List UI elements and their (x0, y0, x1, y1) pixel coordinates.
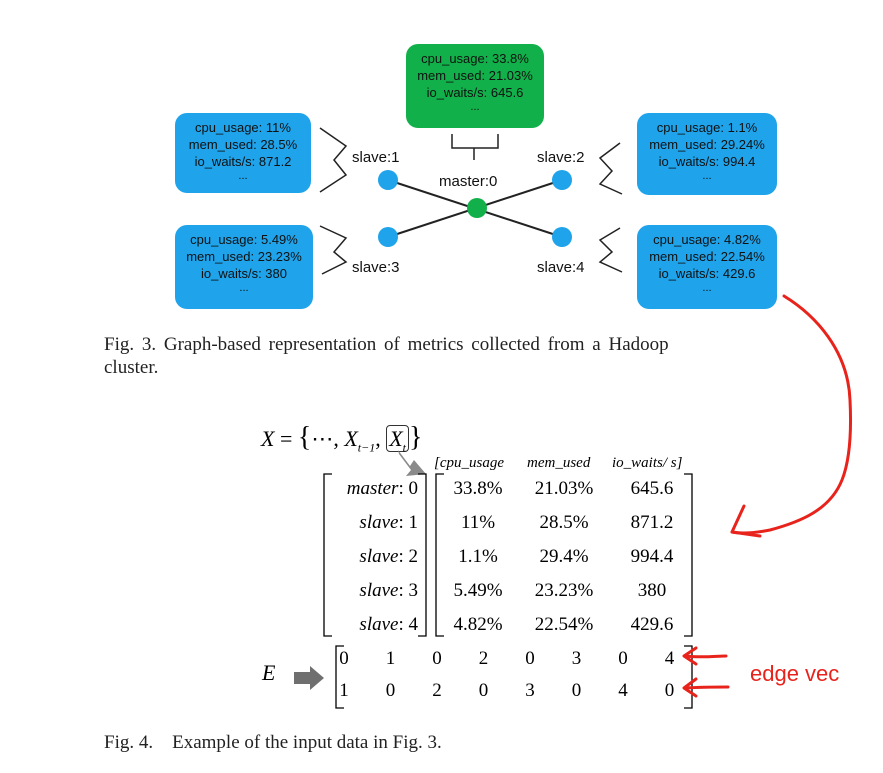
label-master: master:0 (439, 173, 498, 190)
matrix-brackets (323, 473, 693, 709)
slave2-io: io_waits/s: 994.4 (658, 154, 756, 169)
slave3-more: ... (239, 282, 249, 294)
e-symbol: E (262, 660, 276, 685)
cell-io: 645.6 (630, 478, 674, 499)
label-slave-3: slave:3 (352, 259, 400, 276)
cell-cpu: 1.1% (458, 546, 498, 567)
slave1-io: io_waits/s: 871.2 (194, 154, 292, 169)
cell-cpu: 5.49% (453, 580, 503, 601)
col-header-io: io_waits/ s] (612, 455, 683, 471)
fig3-caption-line1: Fig. 3. Graph-based representation of me… (104, 334, 669, 355)
x-comma: , (375, 426, 381, 451)
slave2-mem: mem_used: 29.24% (649, 137, 765, 152)
x-t-minus-1-sub: t−1 (357, 440, 376, 455)
row-label: slave: 2 (359, 546, 418, 567)
slave2-more: ... (702, 170, 712, 182)
x-equation: X = {⋯, Xt−1, Xt} (261, 422, 422, 455)
slave3-io: io_waits/s: 380 (201, 266, 287, 281)
x-dots: ⋯, (311, 426, 339, 451)
red-curve-arrow (730, 294, 853, 538)
edge-cell: 4 (664, 648, 675, 669)
edge-cell: 0 (432, 648, 442, 669)
slave4-io: io_waits/s: 429.6 (658, 266, 756, 281)
x-symbol: X (261, 426, 275, 451)
cell-io: 871.2 (630, 512, 674, 533)
slave3-cpu: cpu_usage: 5.49% (190, 232, 298, 247)
slave3-metrics-box: cpu_usage: 5.49% mem_used: 23.23% io_wai… (175, 225, 313, 309)
cell-cpu: 33.8% (453, 478, 503, 499)
slave1-mem: mem_used: 28.5% (188, 137, 298, 152)
node-slave-1 (378, 170, 398, 190)
master-cpu: cpu_usage: 33.8% (421, 51, 529, 66)
label-slave-2: slave:2 (537, 149, 585, 166)
cell-mem: 29.4% (539, 546, 589, 567)
cell-cpu: 11% (460, 512, 496, 533)
label-slave-4: slave:4 (537, 259, 585, 276)
node-slave-2 (552, 170, 572, 190)
edge-cell: 4 (618, 680, 628, 701)
red-edge-arrows (682, 646, 730, 698)
edge-cell: 0 (525, 648, 535, 669)
x-equals: = (279, 426, 293, 451)
slave3-mem: mem_used: 23.23% (186, 249, 302, 264)
x-close-brace: } (409, 422, 423, 453)
row-label: slave: 4 (359, 614, 418, 635)
edge-cell: 0 (618, 648, 628, 669)
row-label: slave: 1 (359, 512, 418, 533)
master-metrics-box: cpu_usage: 33.8% mem_used: 21.03% io_wai… (406, 44, 544, 128)
cell-mem: 23.23% (534, 580, 594, 601)
slave4-cpu: cpu_usage: 4.82% (653, 232, 761, 247)
slave2-metrics-box: cpu_usage: 1.1% mem_used: 29.24% io_wait… (637, 113, 777, 195)
edge-cell: 0 (571, 680, 582, 701)
cell-io: 380 (637, 580, 667, 601)
slave1-metrics-box: cpu_usage: 11% mem_used: 28.5% io_waits/… (175, 113, 311, 193)
edge-cell: 0 (664, 680, 675, 701)
edge-cell: 0 (478, 680, 489, 701)
edge-cell: 1 (385, 648, 396, 669)
master-mem: mem_used: 21.03% (417, 68, 533, 83)
cell-cpu: 4.82% (453, 614, 503, 635)
master-more: ... (470, 101, 480, 113)
grey-arrows (294, 450, 426, 690)
slave2-cpu: cpu_usage: 1.1% (656, 120, 758, 135)
edge-cell: 0 (339, 648, 349, 669)
slave1-cpu: cpu_usage: 11% (195, 120, 291, 135)
slave1-more: ... (238, 170, 248, 182)
node-slave-3 (378, 227, 398, 247)
edge-cell: 0 (385, 680, 396, 701)
slave4-more: ... (702, 282, 712, 294)
fig4-caption: Fig. 4. Example of the input data in Fig… (104, 732, 442, 753)
row-label: slave: 3 (359, 580, 418, 601)
x-t-minus-1: X (344, 426, 358, 451)
slave4-mem: mem_used: 22.54% (649, 249, 765, 264)
edge-cell: 2 (432, 680, 442, 701)
fig3-graph-lines (319, 127, 623, 275)
label-slave-1: slave:1 (352, 149, 400, 166)
node-master (467, 198, 487, 218)
edge-cell: 3 (525, 680, 535, 701)
fig3-caption-line2: cluster. (104, 357, 159, 378)
x-t-boxed: Xt (386, 425, 410, 455)
cell-io: 994.4 (630, 546, 674, 567)
slave4-metrics-box: cpu_usage: 4.82% mem_used: 22.54% io_wai… (637, 225, 777, 309)
col-header-cpu: [cpu_usage (434, 455, 504, 471)
master-io: io_waits/s: 645.6 (426, 85, 524, 100)
cell-mem: 21.03% (534, 478, 594, 499)
x-open-brace: { (297, 422, 312, 453)
node-slave-4 (552, 227, 572, 247)
edge-vec-annotation: edge vec (750, 661, 840, 686)
col-header-mem: mem_used (527, 455, 591, 471)
edge-cell: 2 (478, 648, 489, 669)
cell-mem: 22.54% (534, 614, 594, 635)
x-t-sub: t (402, 440, 407, 455)
row-label: master: 0 (346, 478, 418, 499)
edge-cell: 1 (339, 680, 349, 701)
cell-io: 429.6 (630, 614, 674, 635)
edge-cell: 3 (571, 648, 582, 669)
cell-mem: 28.5% (539, 512, 589, 533)
